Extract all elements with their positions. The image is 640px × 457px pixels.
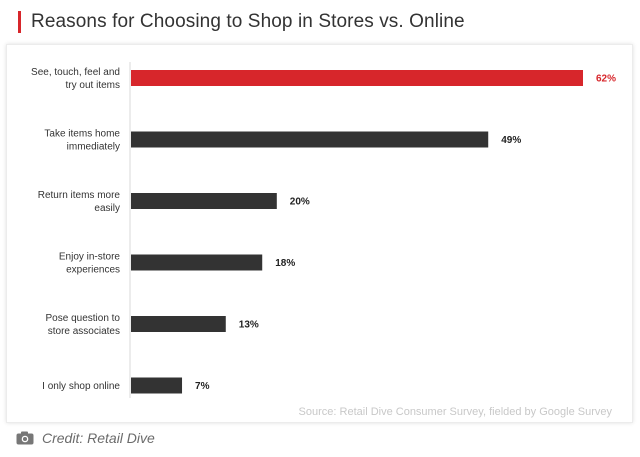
category-label-line: store associates xyxy=(48,326,120,337)
source-note: Source: Retail Dive Consumer Survey, fie… xyxy=(298,406,612,418)
category-label-line: Return items more xyxy=(38,190,121,201)
category-label: See, touch, feel and try out items xyxy=(31,67,120,91)
bar xyxy=(131,131,489,148)
bar-value-label: 49% xyxy=(501,135,521,146)
bar xyxy=(131,193,277,209)
category-label-line: See, touch, feel and xyxy=(31,67,120,78)
bar-value-label: 20% xyxy=(290,197,310,208)
category-label: Return items more easily xyxy=(38,190,121,214)
category-label: I only shop online xyxy=(42,381,120,392)
camera-icon xyxy=(16,431,34,445)
category-label-line: Enjoy in-store xyxy=(59,252,121,263)
credit-text: Credit: Retail Dive xyxy=(42,430,155,446)
category-label-line: Take items home xyxy=(44,129,120,140)
category-label: Take items home immediately xyxy=(44,129,120,153)
category-label-line: immediately xyxy=(67,142,120,153)
bar-value-label: 13% xyxy=(239,320,259,331)
category-label: Enjoy in-store experiences xyxy=(59,252,121,276)
category-label-line: easily xyxy=(94,203,120,214)
bar-value-label: 18% xyxy=(275,258,295,269)
category-label: Pose question to store associates xyxy=(46,313,121,337)
category-label-line: I only shop online xyxy=(42,381,120,392)
bar xyxy=(131,70,583,86)
bar-value-label: 62% xyxy=(596,74,616,85)
title-area: Reasons for Choosing to Shop in Stores v… xyxy=(18,10,465,34)
category-label-line: Pose question to xyxy=(46,313,121,324)
bar xyxy=(131,377,183,394)
bar xyxy=(131,316,226,332)
category-label-line: try out items xyxy=(66,80,120,91)
credit: Credit: Retail Dive xyxy=(16,430,155,446)
bar xyxy=(131,254,263,271)
chart-title: Reasons for Choosing to Shop in Stores v… xyxy=(31,11,465,32)
chart-panel xyxy=(6,44,633,423)
title-accent-bar xyxy=(18,11,21,33)
bar-value-label: 7% xyxy=(195,381,210,392)
category-label-line: experiences xyxy=(66,265,120,276)
